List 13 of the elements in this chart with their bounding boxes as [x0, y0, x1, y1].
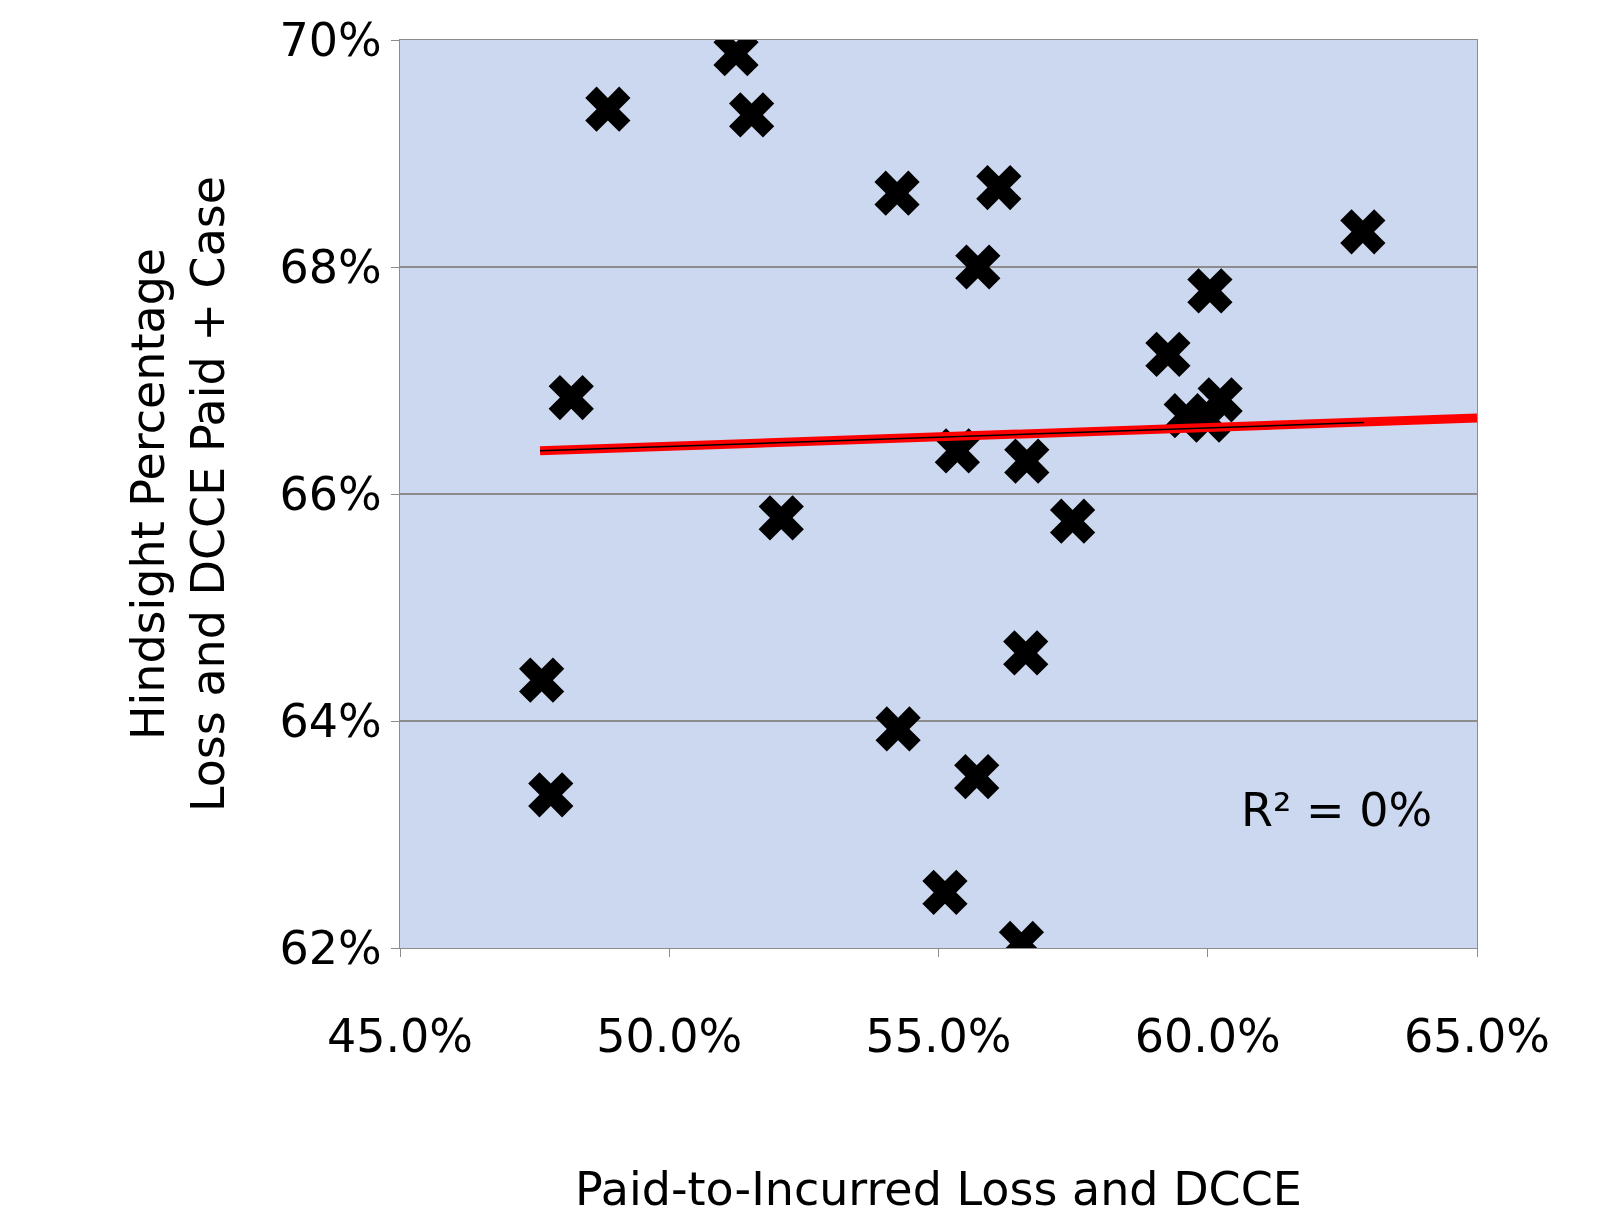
y-tick-label: 62%	[279, 921, 382, 976]
x-axis-title: Paid-to-Incurred Loss and DCCE	[575, 1161, 1302, 1216]
y-tick-label: 64%	[279, 694, 382, 749]
x-tick-label: 65.0%	[1403, 1009, 1551, 1064]
x-tick-label: 55.0%	[865, 1009, 1012, 1064]
x-tick-label: 45.0%	[326, 1009, 474, 1064]
y-tick-label: 68%	[279, 240, 382, 295]
annotation: R² = 0%	[1241, 783, 1433, 837]
y-tick-label: 66%	[279, 467, 382, 522]
x-tick-label: 50.0%	[596, 1009, 743, 1064]
y-axis-title: Hindsight Percentage Loss and DCCE Paid + Case	[121, 175, 235, 813]
y-tick-label: 70%	[279, 13, 382, 68]
x-tick-label: 60.0%	[1134, 1009, 1281, 1064]
